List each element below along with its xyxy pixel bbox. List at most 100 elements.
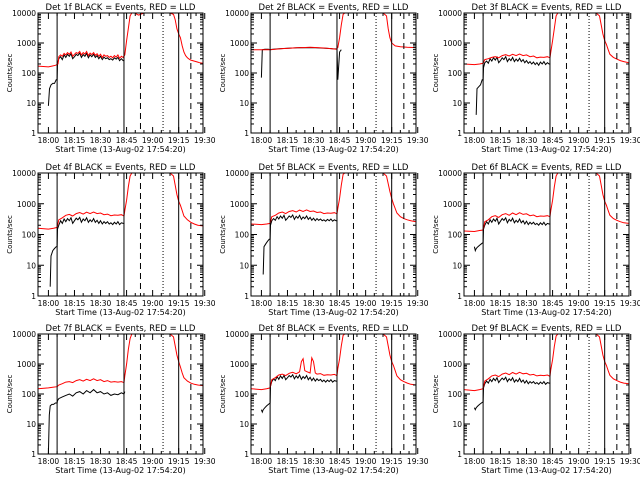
x-tick-label: 18:15 <box>64 457 86 466</box>
x-axis-label: Start Time (13-Aug-02 17:54:20) <box>55 466 186 475</box>
x-tick-label: 18:30 <box>303 299 325 308</box>
y-axis-label: Counts/sec <box>219 54 227 93</box>
x-tick-label: 18:30 <box>90 299 112 308</box>
y-tick-label: 100 <box>235 390 250 399</box>
y-tick-label: 1000 <box>230 200 249 209</box>
x-tick-label: 19:30 <box>194 299 216 308</box>
series-group <box>464 13 629 115</box>
x-tick-label: 18:45 <box>329 457 351 466</box>
y-tick-label: 1000 <box>230 360 249 369</box>
y-tick-label: 10000 <box>12 9 36 18</box>
x-tick-label: 19:00 <box>355 136 377 145</box>
y-tick-label: 10000 <box>225 169 249 178</box>
y-axis-label: Counts/sec <box>432 215 440 254</box>
x-axis-label: Start Time (13-Aug-02 17:54:20) <box>481 308 612 317</box>
x-tick-label: 19:30 <box>620 136 640 145</box>
y-tick-label: 1 <box>457 129 462 138</box>
x-tick-label: 19:30 <box>620 299 640 308</box>
panel-title: Det 4f BLACK = Events, RED = LLD <box>46 163 196 173</box>
y-tick-label: 1 <box>244 450 249 459</box>
series-line-lld <box>464 173 629 233</box>
y-axis-label: Counts/sec <box>6 375 14 414</box>
x-tick-label: 18:00 <box>464 299 486 308</box>
series-line-lld <box>38 173 203 230</box>
y-tick-label: 100 <box>448 390 463 399</box>
series-line-lld <box>38 334 203 390</box>
x-tick-label: 18:00 <box>251 457 273 466</box>
y-axis-label: Counts/sec <box>432 54 440 93</box>
x-tick-label: 18:15 <box>277 299 299 308</box>
x-tick-label: 18:00 <box>251 136 273 145</box>
x-axis-label: Start Time (13-Aug-02 17:54:20) <box>55 145 186 154</box>
y-tick-label: 10 <box>239 261 249 270</box>
x-tick-label: 19:30 <box>620 457 640 466</box>
panel-title: Det 3f BLACK = Events, RED = LLD <box>472 3 622 13</box>
x-tick-label: 19:00 <box>355 299 377 308</box>
y-axis-label: Counts/sec <box>432 375 440 414</box>
series-line-events <box>47 388 126 454</box>
x-tick-label: 18:45 <box>329 299 351 308</box>
y-tick-label: 1 <box>244 129 249 138</box>
y-tick-label: 100 <box>235 231 250 240</box>
x-tick-label: 18:15 <box>490 136 512 145</box>
x-axis-label: Start Time (13-Aug-02 17:54:20) <box>268 145 399 154</box>
y-tick-label: 10000 <box>12 169 36 178</box>
panel-title: Det 5f BLACK = Events, RED = LLD <box>259 163 409 173</box>
series-line-events <box>262 213 338 275</box>
series-line-lld <box>38 13 203 68</box>
y-axis-label: Counts/sec <box>6 54 14 93</box>
x-tick-label: 18:30 <box>90 457 112 466</box>
y-tick-label: 10000 <box>438 169 462 178</box>
y-tick-label: 1 <box>457 292 462 301</box>
series-line-lld <box>464 334 629 392</box>
panel-7: Det 7f BLACK = Events, RED = LLD 1 10 100 10… <box>6 324 216 475</box>
x-tick-label: 19:15 <box>594 136 616 145</box>
x-tick-label: 18:45 <box>116 457 138 466</box>
panel-3: Det 3f BLACK = Events, RED = LLD 1 10 100 10… <box>432 3 640 154</box>
x-tick-label: 19:30 <box>407 457 429 466</box>
y-tick-label: 10 <box>452 99 462 108</box>
x-tick-label: 19:00 <box>568 136 590 145</box>
x-tick-label: 18:45 <box>329 136 351 145</box>
series-line-lld <box>251 13 416 51</box>
y-tick-label: 100 <box>22 231 37 240</box>
series-line-events <box>473 216 551 253</box>
x-tick-label: 18:00 <box>38 136 60 145</box>
y-tick-label: 100 <box>448 231 463 240</box>
x-tick-label: 19:00 <box>142 299 164 308</box>
series-group <box>38 173 203 287</box>
x-axis-label: Start Time (13-Aug-02 17:54:20) <box>481 466 612 475</box>
panel-1: Det 1f BLACK = Events, RED = LLD 1 10 100 10… <box>6 3 216 154</box>
panel-title: Det 8f BLACK = Events, RED = LLD <box>259 324 409 334</box>
y-tick-label: 1000 <box>17 200 36 209</box>
y-tick-label: 10 <box>452 261 462 270</box>
y-tick-label: 10 <box>452 420 462 429</box>
series-line-events <box>49 216 125 287</box>
x-tick-label: 19:30 <box>407 136 429 145</box>
x-tick-label: 18:00 <box>38 299 60 308</box>
x-tick-label: 18:30 <box>516 457 538 466</box>
y-tick-label: 10000 <box>438 9 462 18</box>
y-tick-label: 1 <box>31 292 36 301</box>
series-group <box>251 173 416 275</box>
x-tick-label: 18:15 <box>277 457 299 466</box>
y-axis-label: Counts/sec <box>6 215 14 254</box>
x-tick-label: 19:15 <box>381 457 403 466</box>
x-tick-label: 19:15 <box>168 299 190 308</box>
x-tick-label: 19:15 <box>381 136 403 145</box>
x-tick-label: 18:00 <box>251 299 273 308</box>
panel-6: Det 6f BLACK = Events, RED = LLD 1 10 100 10… <box>432 163 640 317</box>
x-axis-label: Start Time (13-Aug-02 17:54:20) <box>55 308 186 317</box>
y-tick-label: 1000 <box>17 39 36 48</box>
panel-5: Det 5f BLACK = Events, RED = LLD 1 10 100 10… <box>219 163 429 317</box>
x-tick-label: 18:00 <box>464 136 486 145</box>
panel-title: Det 7f BLACK = Events, RED = LLD <box>46 324 196 334</box>
y-tick-label: 1 <box>31 129 36 138</box>
y-tick-label: 1 <box>31 450 36 459</box>
panel-2: Det 2f BLACK = Events, RED = LLD 1 10 100 10… <box>219 3 429 154</box>
y-tick-label: 1000 <box>443 360 462 369</box>
y-tick-label: 1 <box>244 292 249 301</box>
y-tick-label: 100 <box>22 69 37 78</box>
y-tick-label: 1000 <box>443 200 462 209</box>
